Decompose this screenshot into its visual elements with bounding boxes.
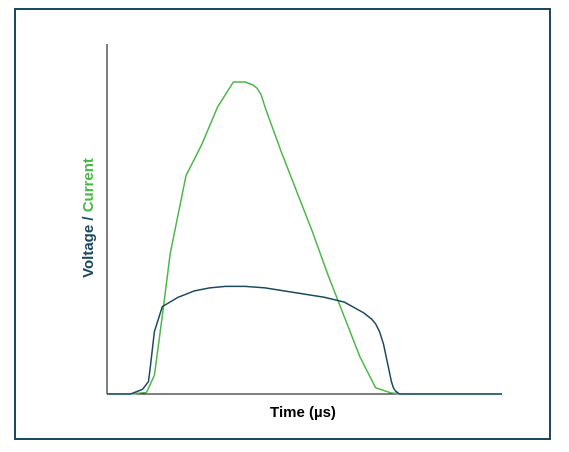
y-axis-label: Voltage / Current — [80, 158, 97, 278]
current-series-line — [107, 81, 502, 395]
series-layer — [107, 81, 502, 395]
x-axis-label: Time (µs) — [270, 404, 336, 421]
chart-frame — [14, 8, 551, 440]
frame-bottom-strip — [14, 440, 551, 452]
voltage-series-line — [107, 285, 502, 395]
y-axis-label-current: Current — [80, 158, 97, 212]
y-axis-label-voltage: Voltage / — [80, 212, 97, 278]
